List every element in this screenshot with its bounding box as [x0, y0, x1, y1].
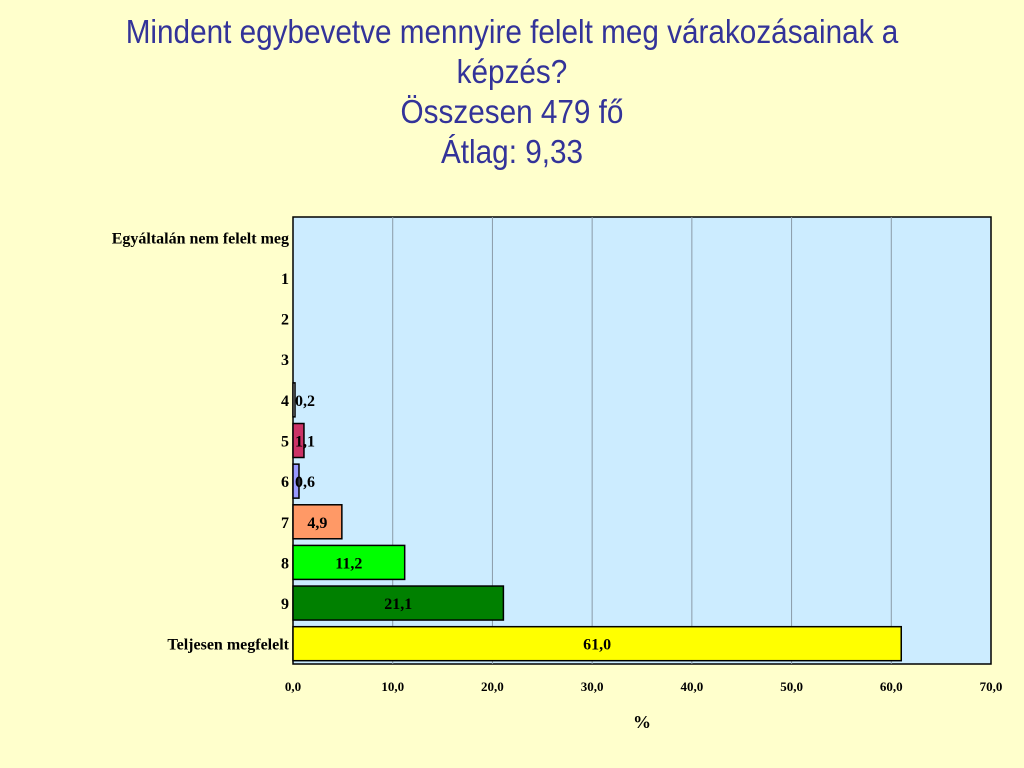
bar-7 — [292, 504, 343, 540]
category-label: 5 — [281, 434, 289, 451]
bar-8 — [292, 544, 406, 581]
x-tick-label: 30,0 — [581, 679, 604, 694]
category-label: 1 — [281, 271, 289, 288]
x-tick-labels: 0,0 10,0 20,0 30,0 40,0 50,0 60,0 70,0 — [285, 679, 1003, 694]
category-label: 6 — [281, 474, 289, 491]
category-label: 4 — [281, 393, 289, 410]
category-label: Teljesen megfelelt — [167, 637, 289, 654]
category-labels: Egyáltalán nem felelt meg 1 2 3 4 5 6 7 8 9 Teljes… — [112, 230, 290, 653]
title-line-2: képzés? — [456, 53, 568, 90]
title-line-3: Összesen 479 fő — [400, 93, 624, 130]
data-label: 1,1 — [295, 434, 315, 451]
bar-6 — [292, 463, 300, 499]
x-tick-label: 40,0 — [680, 679, 703, 694]
bar-teljesen-megfelelt — [292, 625, 903, 662]
title-line-4: Átlag: 9,33 — [440, 133, 584, 170]
category-label: 8 — [281, 555, 289, 572]
data-label: 0,2 — [295, 393, 315, 410]
data-label: 11,2 — [335, 555, 362, 572]
x-tick-label: 0,0 — [285, 679, 301, 694]
bar-4 — [292, 382, 296, 418]
data-label: 4,9 — [307, 515, 327, 532]
x-axis-title: % — [633, 712, 651, 732]
data-label: 61,0 — [583, 637, 611, 654]
chart-title: Mindent egybevetve mennyire felelt meg v… — [51, 12, 973, 172]
category-label: 7 — [281, 515, 289, 532]
x-tick-label: 60,0 — [880, 679, 903, 694]
data-label: 0,6 — [295, 474, 315, 491]
data-labels: 0,2 1,1 0,6 4,9 11,2 21,1 61,0 — [295, 393, 611, 654]
title-line-1: Mindent egybevetve mennyire felelt meg v… — [125, 13, 899, 50]
bar-5 — [292, 422, 305, 459]
category-label: Egyáltalán nem felelt meg — [112, 230, 289, 247]
bars — [292, 382, 903, 662]
bar-9 — [292, 585, 505, 621]
category-label: 3 — [281, 352, 289, 369]
category-label: 9 — [281, 596, 289, 613]
data-label: 21,1 — [384, 596, 412, 613]
x-tick-label: 70,0 — [980, 679, 1003, 694]
x-tick-label: 20,0 — [481, 679, 504, 694]
x-tick-label: 50,0 — [780, 679, 803, 694]
category-label: 2 — [281, 312, 289, 329]
x-tick-label: 10,0 — [381, 679, 404, 694]
